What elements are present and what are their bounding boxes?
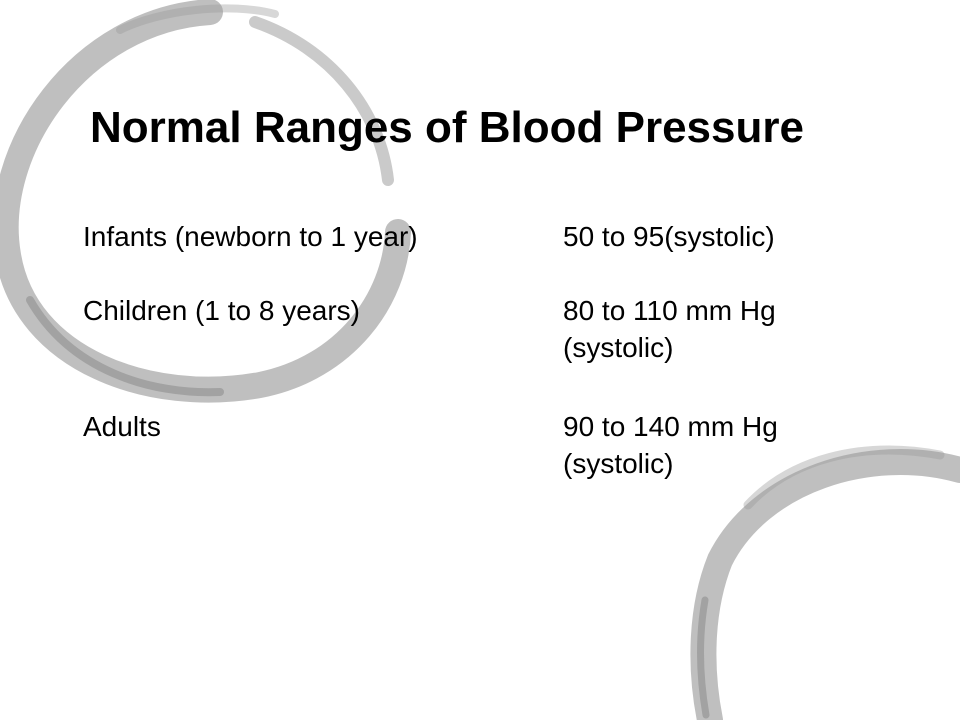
age-group-label: Infants (newborn to 1 year) <box>83 221 418 252</box>
pressure-range-value: 90 to 140 mm Hg (systolic) <box>563 408 893 482</box>
range-line: 80 to 110 mm Hg <box>563 295 776 326</box>
slide-title: Normal Ranges of Blood Pressure <box>90 103 804 152</box>
range-line: 90 to 140 mm Hg <box>563 411 778 442</box>
pressure-range-value: 80 to 110 mm Hg (systolic) <box>563 292 893 366</box>
age-group-label: Adults <box>83 411 161 442</box>
age-group-label: Children (1 to 8 years) <box>83 295 361 326</box>
range-line: (systolic) <box>563 448 674 479</box>
pressure-range-value: 50 to 95(systolic) <box>563 218 893 255</box>
range-line: 50 to 95(systolic) <box>563 221 775 252</box>
range-line: (systolic) <box>563 332 674 363</box>
